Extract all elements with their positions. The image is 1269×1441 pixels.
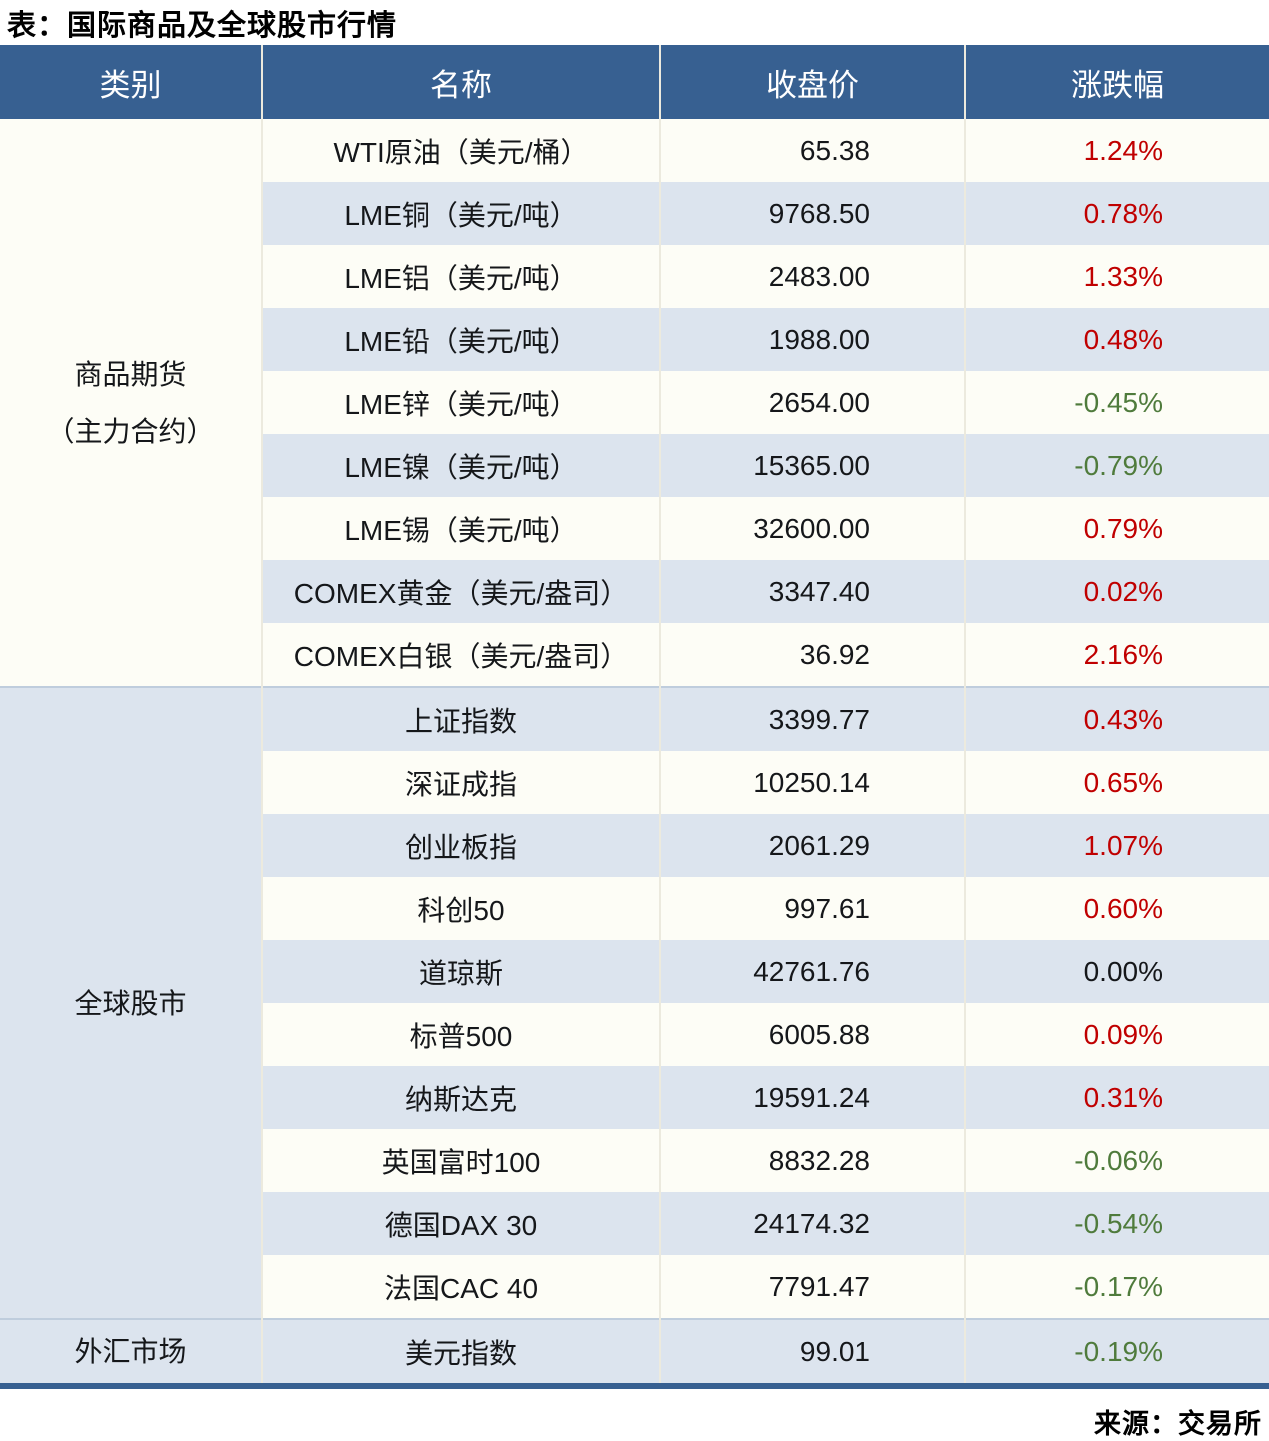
instrument-name: 道琼斯: [262, 940, 661, 1003]
table-row: 法国CAC 40 7791.47 -0.17%: [0, 1255, 1269, 1319]
table-row: LME铅（美元/吨） 1988.00 0.48%: [0, 308, 1269, 371]
close-price: 42761.76: [660, 940, 966, 1003]
table-row: 英国富时100 8832.28 -0.06%: [0, 1129, 1269, 1192]
instrument-name: LME铅（美元/吨）: [262, 308, 661, 371]
close-price: 3347.40: [660, 560, 966, 623]
close-price: 9768.50: [660, 182, 966, 245]
market-table: 类别 名称 收盘价 涨跌幅 商品期货 （主力合约） WTI原油（美元/桶） 65…: [0, 45, 1269, 1389]
change-percent: -0.17%: [965, 1255, 1269, 1319]
table-row: 创业板指 2061.29 1.07%: [0, 814, 1269, 877]
instrument-name: LME镍（美元/吨）: [262, 434, 661, 497]
instrument-name: 英国富时100: [262, 1129, 661, 1192]
change-percent: -0.06%: [965, 1129, 1269, 1192]
change-percent: 1.07%: [965, 814, 1269, 877]
change-percent: 1.24%: [965, 119, 1269, 182]
header-category: 类别: [0, 45, 263, 119]
change-percent: 1.33%: [965, 245, 1269, 308]
close-price: 36.92: [660, 623, 966, 687]
instrument-name: 美元指数: [262, 1318, 661, 1386]
instrument-name: COMEX白银（美元/盎司）: [262, 623, 661, 687]
table-row: LME镍（美元/吨） 15365.00 -0.79%: [0, 434, 1269, 497]
close-price: 2061.29: [660, 814, 966, 877]
table-row: 纳斯达克 19591.24 0.31%: [0, 1066, 1269, 1129]
header-name: 名称: [262, 45, 661, 119]
change-percent: -0.19%: [965, 1318, 1269, 1386]
close-price: 2483.00: [660, 245, 966, 308]
change-percent: 0.00%: [965, 940, 1269, 1003]
instrument-name: 创业板指: [262, 814, 661, 877]
change-percent: 0.79%: [965, 497, 1269, 560]
close-price: 65.38: [660, 119, 966, 182]
change-percent: 0.65%: [965, 751, 1269, 814]
table-row: 商品期货 （主力合约） WTI原油（美元/桶） 65.38 1.24%: [0, 119, 1269, 687]
source-note: 来源：交易所: [1094, 1409, 1262, 1439]
instrument-name: 德国DAX 30: [262, 1192, 661, 1255]
change-percent: 0.43%: [965, 686, 1269, 751]
table-row: LME铝（美元/吨） 2483.00 1.33%: [0, 245, 1269, 308]
table-row: COMEX白银（美元/盎司） 36.92 2.16%: [0, 623, 1269, 687]
table-row: 深证成指 10250.14 0.65%: [0, 751, 1269, 814]
instrument-name: 科创50: [262, 877, 661, 940]
close-price: 997.61: [660, 877, 966, 940]
change-percent: -0.45%: [965, 371, 1269, 434]
close-price: 32600.00: [660, 497, 966, 560]
close-price: 6005.88: [660, 1003, 966, 1066]
close-price: 24174.32: [660, 1192, 966, 1255]
category-cell-stocks: 全球股市: [0, 686, 263, 1319]
header-change: 涨跌幅: [965, 45, 1269, 119]
change-percent: 0.02%: [965, 560, 1269, 623]
change-percent: 0.09%: [965, 1003, 1269, 1066]
instrument-name: COMEX黄金（美元/盎司）: [262, 560, 661, 623]
change-percent: 0.48%: [965, 308, 1269, 371]
close-price: 8832.28: [660, 1129, 966, 1192]
close-price: 19591.24: [660, 1066, 966, 1129]
instrument-name: 纳斯达克: [262, 1066, 661, 1129]
table-row: LME锡（美元/吨） 32600.00 0.79%: [0, 497, 1269, 560]
change-percent: 0.60%: [965, 877, 1269, 940]
change-percent: -0.79%: [965, 434, 1269, 497]
close-price: 7791.47: [660, 1255, 966, 1319]
table-row: LME铜（美元/吨） 9768.50 0.78%: [0, 182, 1269, 245]
close-price: 10250.14: [660, 751, 966, 814]
change-percent: 0.78%: [965, 182, 1269, 245]
table-row: 全球股市 上证指数 3399.77 0.43%: [0, 686, 1269, 1319]
table-row: 科创50 997.61 0.60%: [0, 877, 1269, 940]
category-cell-commodities: 商品期货 （主力合约）: [0, 119, 263, 687]
close-price: 15365.00: [660, 434, 966, 497]
instrument-name: LME铜（美元/吨）: [262, 182, 661, 245]
category-cell-forex: 外汇市场: [0, 1318, 263, 1386]
instrument-name: LME锌（美元/吨）: [262, 371, 661, 434]
instrument-name: 深证成指: [262, 751, 661, 814]
instrument-name: LME铝（美元/吨）: [262, 245, 661, 308]
change-percent: 2.16%: [965, 623, 1269, 687]
instrument-name: LME锡（美元/吨）: [262, 497, 661, 560]
table-row: LME锌（美元/吨） 2654.00 -0.45%: [0, 371, 1269, 434]
table-row: 标普500 6005.88 0.09%: [0, 1003, 1269, 1066]
table-row: COMEX黄金（美元/盎司） 3347.40 0.02%: [0, 560, 1269, 623]
table-row: 德国DAX 30 24174.32 -0.54%: [0, 1192, 1269, 1255]
instrument-name: WTI原油（美元/桶）: [262, 119, 661, 182]
close-price: 1988.00: [660, 308, 966, 371]
table-title: 表：国际商品及全球股市行情: [7, 9, 398, 42]
change-percent: -0.54%: [965, 1192, 1269, 1255]
close-price: 3399.77: [660, 686, 966, 751]
instrument-name: 法国CAC 40: [262, 1255, 661, 1319]
change-percent: 0.31%: [965, 1066, 1269, 1129]
instrument-name: 上证指数: [262, 686, 661, 751]
close-price: 2654.00: [660, 371, 966, 434]
table-row: 外汇市场 美元指数 99.01 -0.19%: [0, 1318, 1269, 1386]
close-price: 99.01: [660, 1318, 966, 1386]
header-row: 类别 名称 收盘价 涨跌幅: [0, 45, 1269, 119]
instrument-name: 标普500: [262, 1003, 661, 1066]
header-close: 收盘价: [660, 45, 966, 119]
table-row: 道琼斯 42761.76 0.00%: [0, 940, 1269, 1003]
